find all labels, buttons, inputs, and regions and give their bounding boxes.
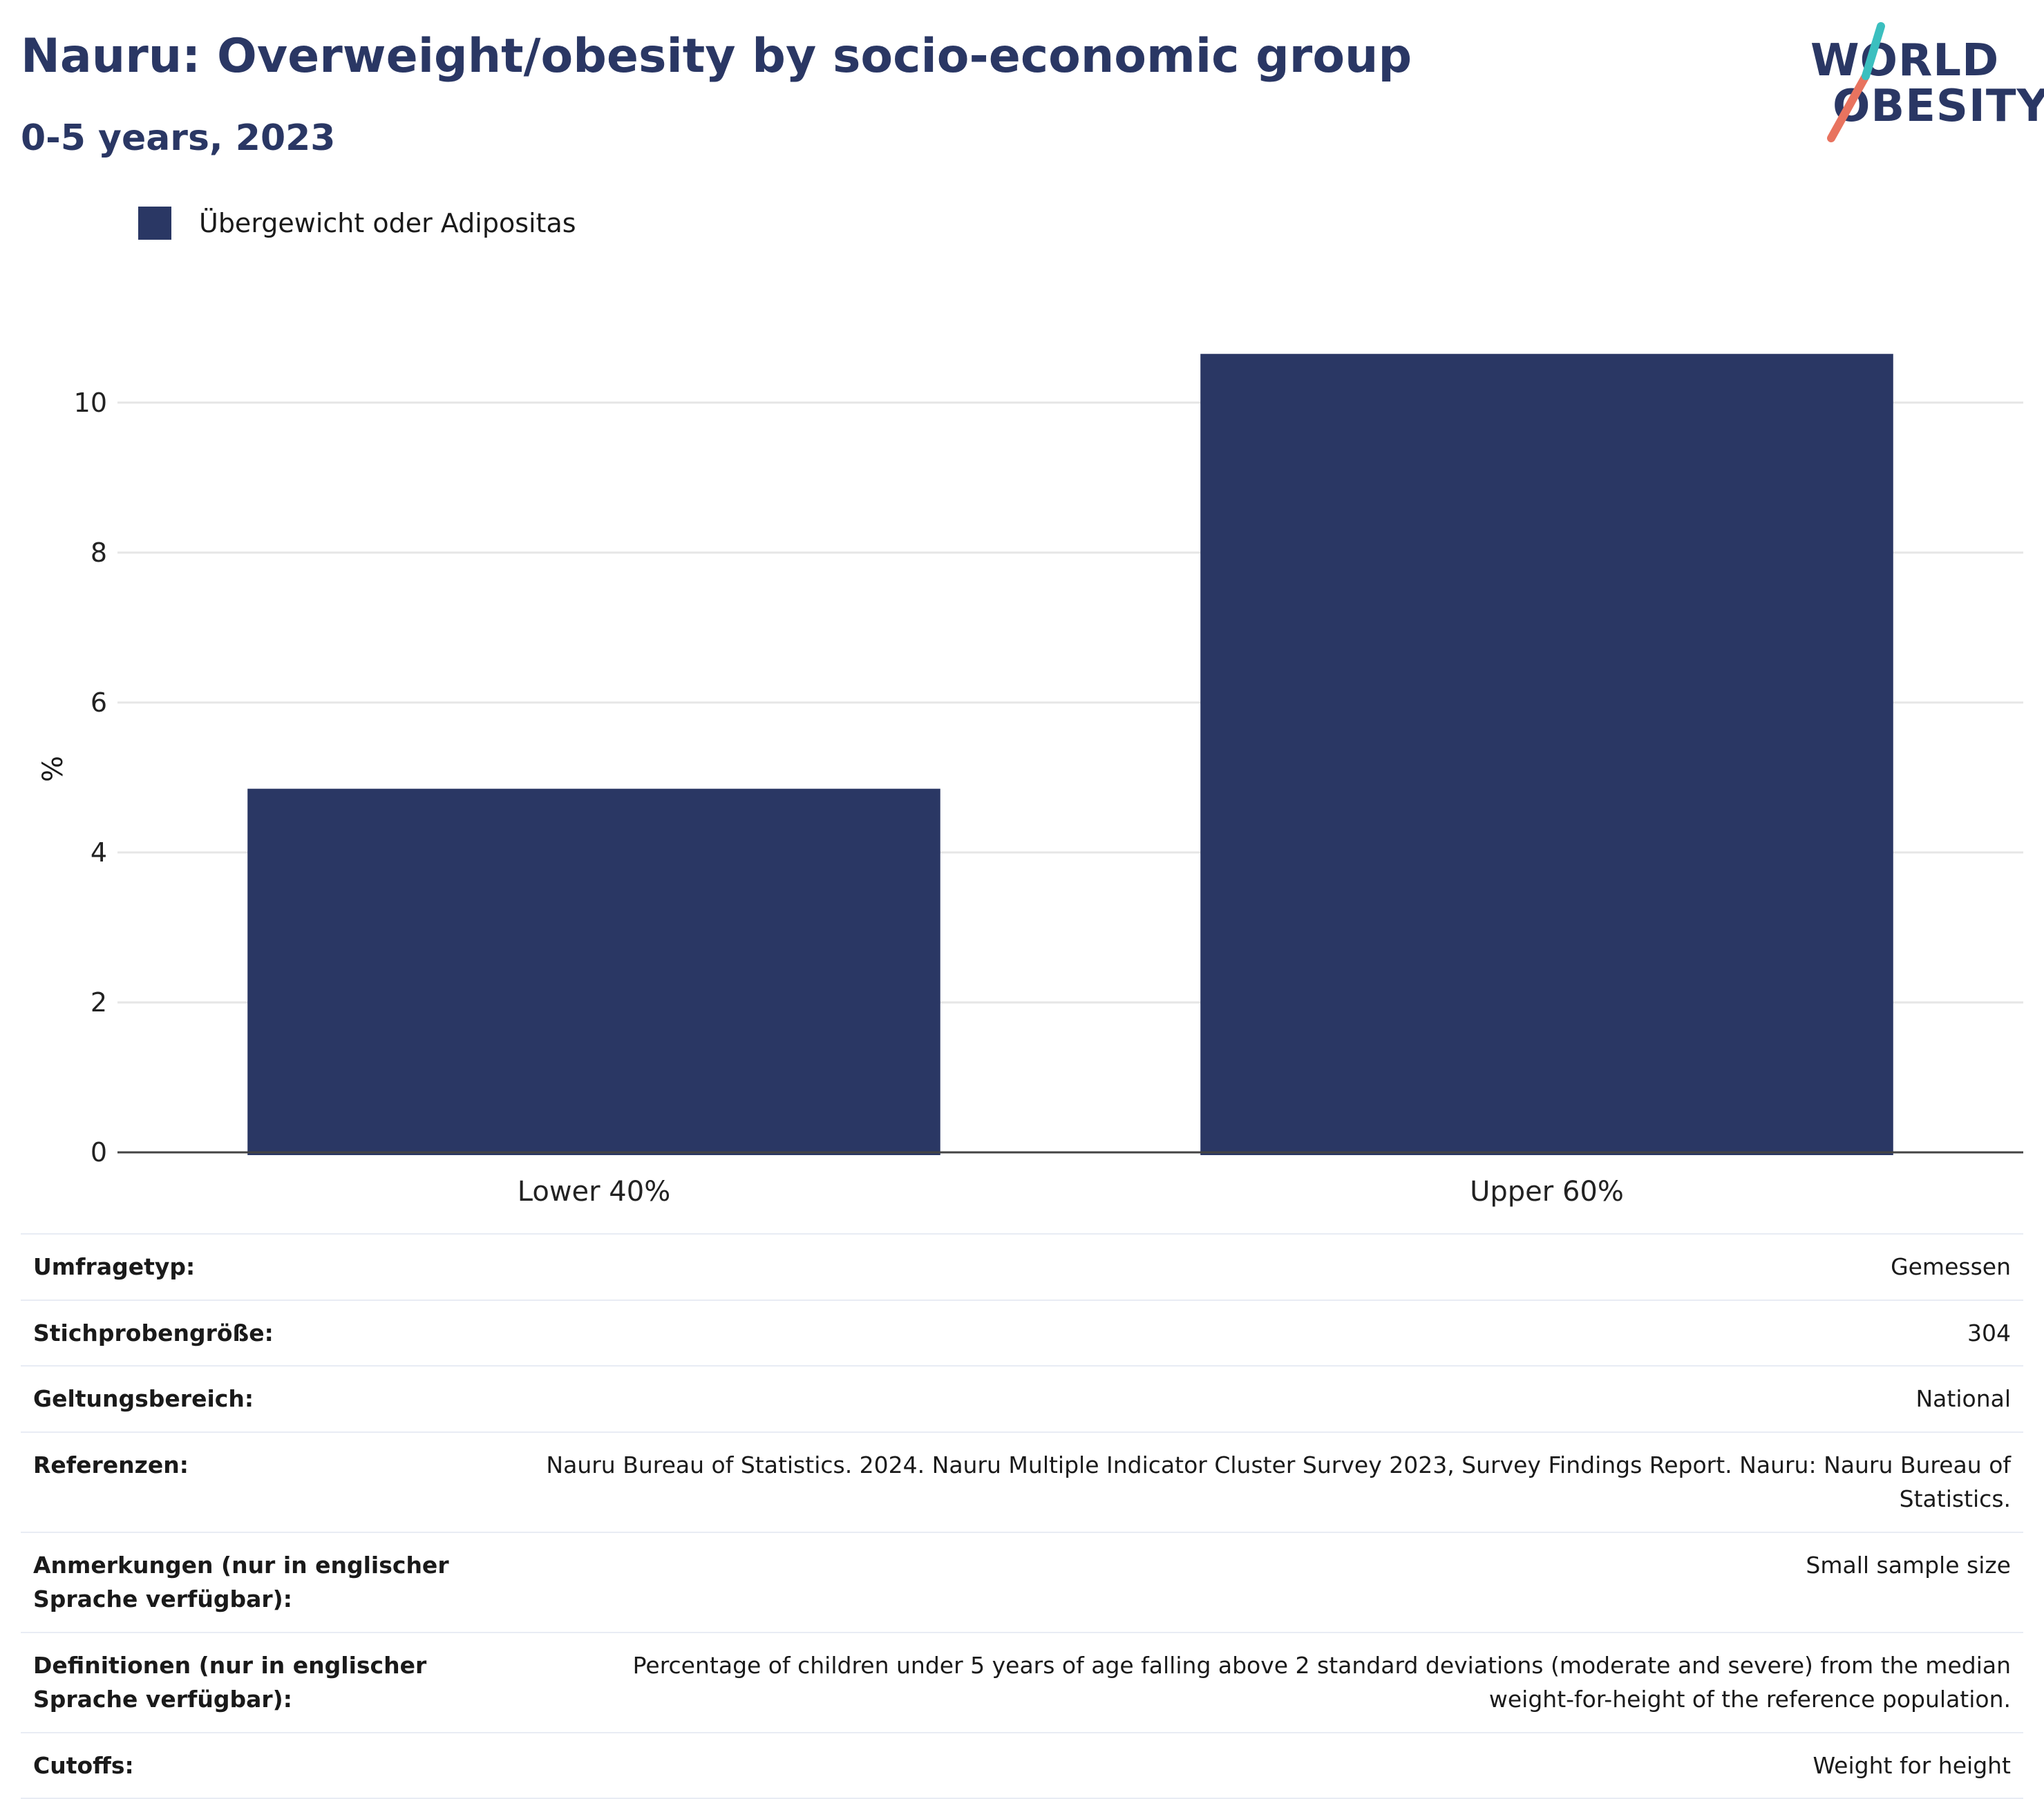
details-label: Geltungsbereich:	[21, 1365, 529, 1432]
details-value: Weight for height	[529, 1731, 2023, 1799]
bar	[247, 788, 940, 1155]
details-row: Referenzen: Nauru Bureau of Statistics. 2…	[21, 1431, 2023, 1532]
details-value: National	[529, 1365, 2023, 1432]
bar-chart: 0 2 4 6 8 10 Lower 40% Upper 60%	[74, 354, 2023, 1208]
y-tick-label: 10	[74, 388, 107, 418]
legend-label: Übergewicht oder Adipositas	[199, 208, 576, 238]
details-row: Definitionen (nur in englischer Sprache …	[21, 1631, 2023, 1733]
details-row: Geltungsbereich: National	[21, 1365, 2023, 1432]
details-row: Cutoffs: Weight for height	[21, 1731, 2023, 1799]
world-obesity-logo: WORLD OBESITY	[1797, 21, 2044, 152]
logo-line-2: OBESITY	[1833, 81, 2044, 132]
x-tick-label: Lower 40%	[518, 1176, 670, 1208]
chart-subtitle: 0-5 years, 2023	[21, 117, 336, 159]
y-tick-label: 2	[91, 987, 107, 1018]
details-row: Stichprobengröße: 304	[21, 1299, 2023, 1366]
details-row: Umfragetyp: Gemessen	[21, 1233, 2023, 1300]
details-value: 304	[529, 1299, 2023, 1366]
x-tick-label: Upper 60%	[1470, 1176, 1624, 1208]
details-table: Umfragetyp: Gemessen Stichprobengröße: 304 G…	[21, 1233, 2023, 1799]
chart-title: Nauru: Overweight/obesity by socio-econo…	[21, 29, 1412, 84]
y-axis-label: %	[37, 755, 70, 783]
details-label: Referenzen:	[21, 1431, 529, 1532]
details-row: Anmerkungen (nur in englischer Sprache v…	[21, 1531, 2023, 1633]
y-tick-label: 8	[91, 537, 107, 568]
details-label: Umfragetyp:	[21, 1233, 529, 1300]
logo-line-1: WORLD	[1810, 35, 2000, 86]
details-value: Percentage of children under 5 years of …	[529, 1631, 2023, 1733]
details-value: Gemessen	[529, 1233, 2023, 1300]
details-label: Stichprobengröße:	[21, 1299, 529, 1366]
details-value: Nauru Bureau of Statistics. 2024. Nauru …	[529, 1431, 2023, 1532]
logo-slash-icon	[1827, 22, 1885, 142]
chart-legend[interactable]: Übergewicht oder Adipositas	[138, 206, 576, 240]
details-label: Definitionen (nur in englischer Sprache …	[21, 1631, 529, 1733]
details-value: Small sample size	[529, 1531, 2023, 1633]
y-tick-label: 0	[91, 1137, 107, 1168]
y-tick-label: 4	[91, 837, 107, 868]
details-label: Cutoffs:	[21, 1731, 529, 1799]
legend-swatch	[138, 207, 171, 240]
bar	[1200, 354, 1893, 1156]
details-label: Anmerkungen (nur in englischer Sprache v…	[21, 1531, 529, 1633]
y-tick-label: 6	[91, 687, 107, 718]
